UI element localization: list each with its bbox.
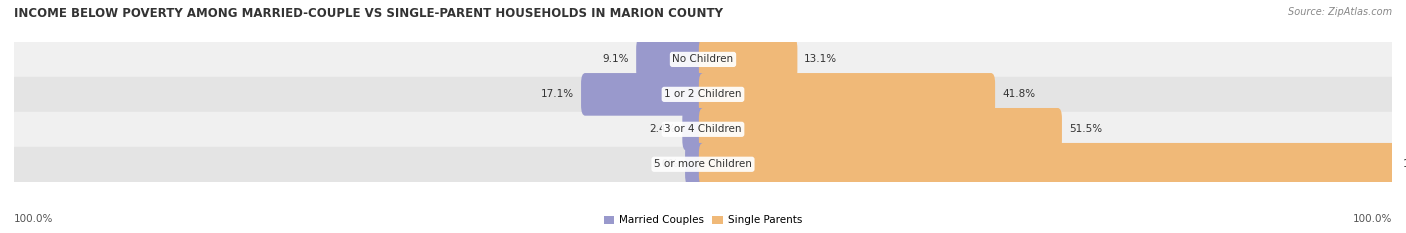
Text: 41.8%: 41.8% [1002,89,1035,99]
FancyBboxPatch shape [636,38,707,81]
FancyBboxPatch shape [699,108,1062,151]
Text: 3 or 4 Children: 3 or 4 Children [664,124,742,134]
Text: 1 or 2 Children: 1 or 2 Children [664,89,742,99]
FancyBboxPatch shape [581,73,707,116]
FancyBboxPatch shape [699,143,1396,186]
Bar [14,42,1392,77]
Bar [14,147,1392,182]
Text: 100.0%: 100.0% [14,214,53,224]
Text: Source: ZipAtlas.com: Source: ZipAtlas.com [1288,7,1392,17]
Text: INCOME BELOW POVERTY AMONG MARRIED-COUPLE VS SINGLE-PARENT HOUSEHOLDS IN MARION : INCOME BELOW POVERTY AMONG MARRIED-COUPL… [14,7,723,20]
Legend: Married Couples, Single Parents: Married Couples, Single Parents [599,211,807,230]
Text: 13.1%: 13.1% [804,55,838,64]
Text: 0.0%: 0.0% [652,159,678,169]
Bar [14,112,1392,147]
FancyBboxPatch shape [685,143,707,186]
Text: 17.1%: 17.1% [541,89,574,99]
Text: No Children: No Children [672,55,734,64]
Text: 100.0%: 100.0% [1403,159,1406,169]
FancyBboxPatch shape [682,108,707,151]
Bar [14,77,1392,112]
Text: 2.4%: 2.4% [650,124,675,134]
FancyBboxPatch shape [699,73,995,116]
FancyBboxPatch shape [699,38,797,81]
Text: 9.1%: 9.1% [603,55,630,64]
Text: 100.0%: 100.0% [1353,214,1392,224]
Text: 5 or more Children: 5 or more Children [654,159,752,169]
Text: 51.5%: 51.5% [1069,124,1102,134]
